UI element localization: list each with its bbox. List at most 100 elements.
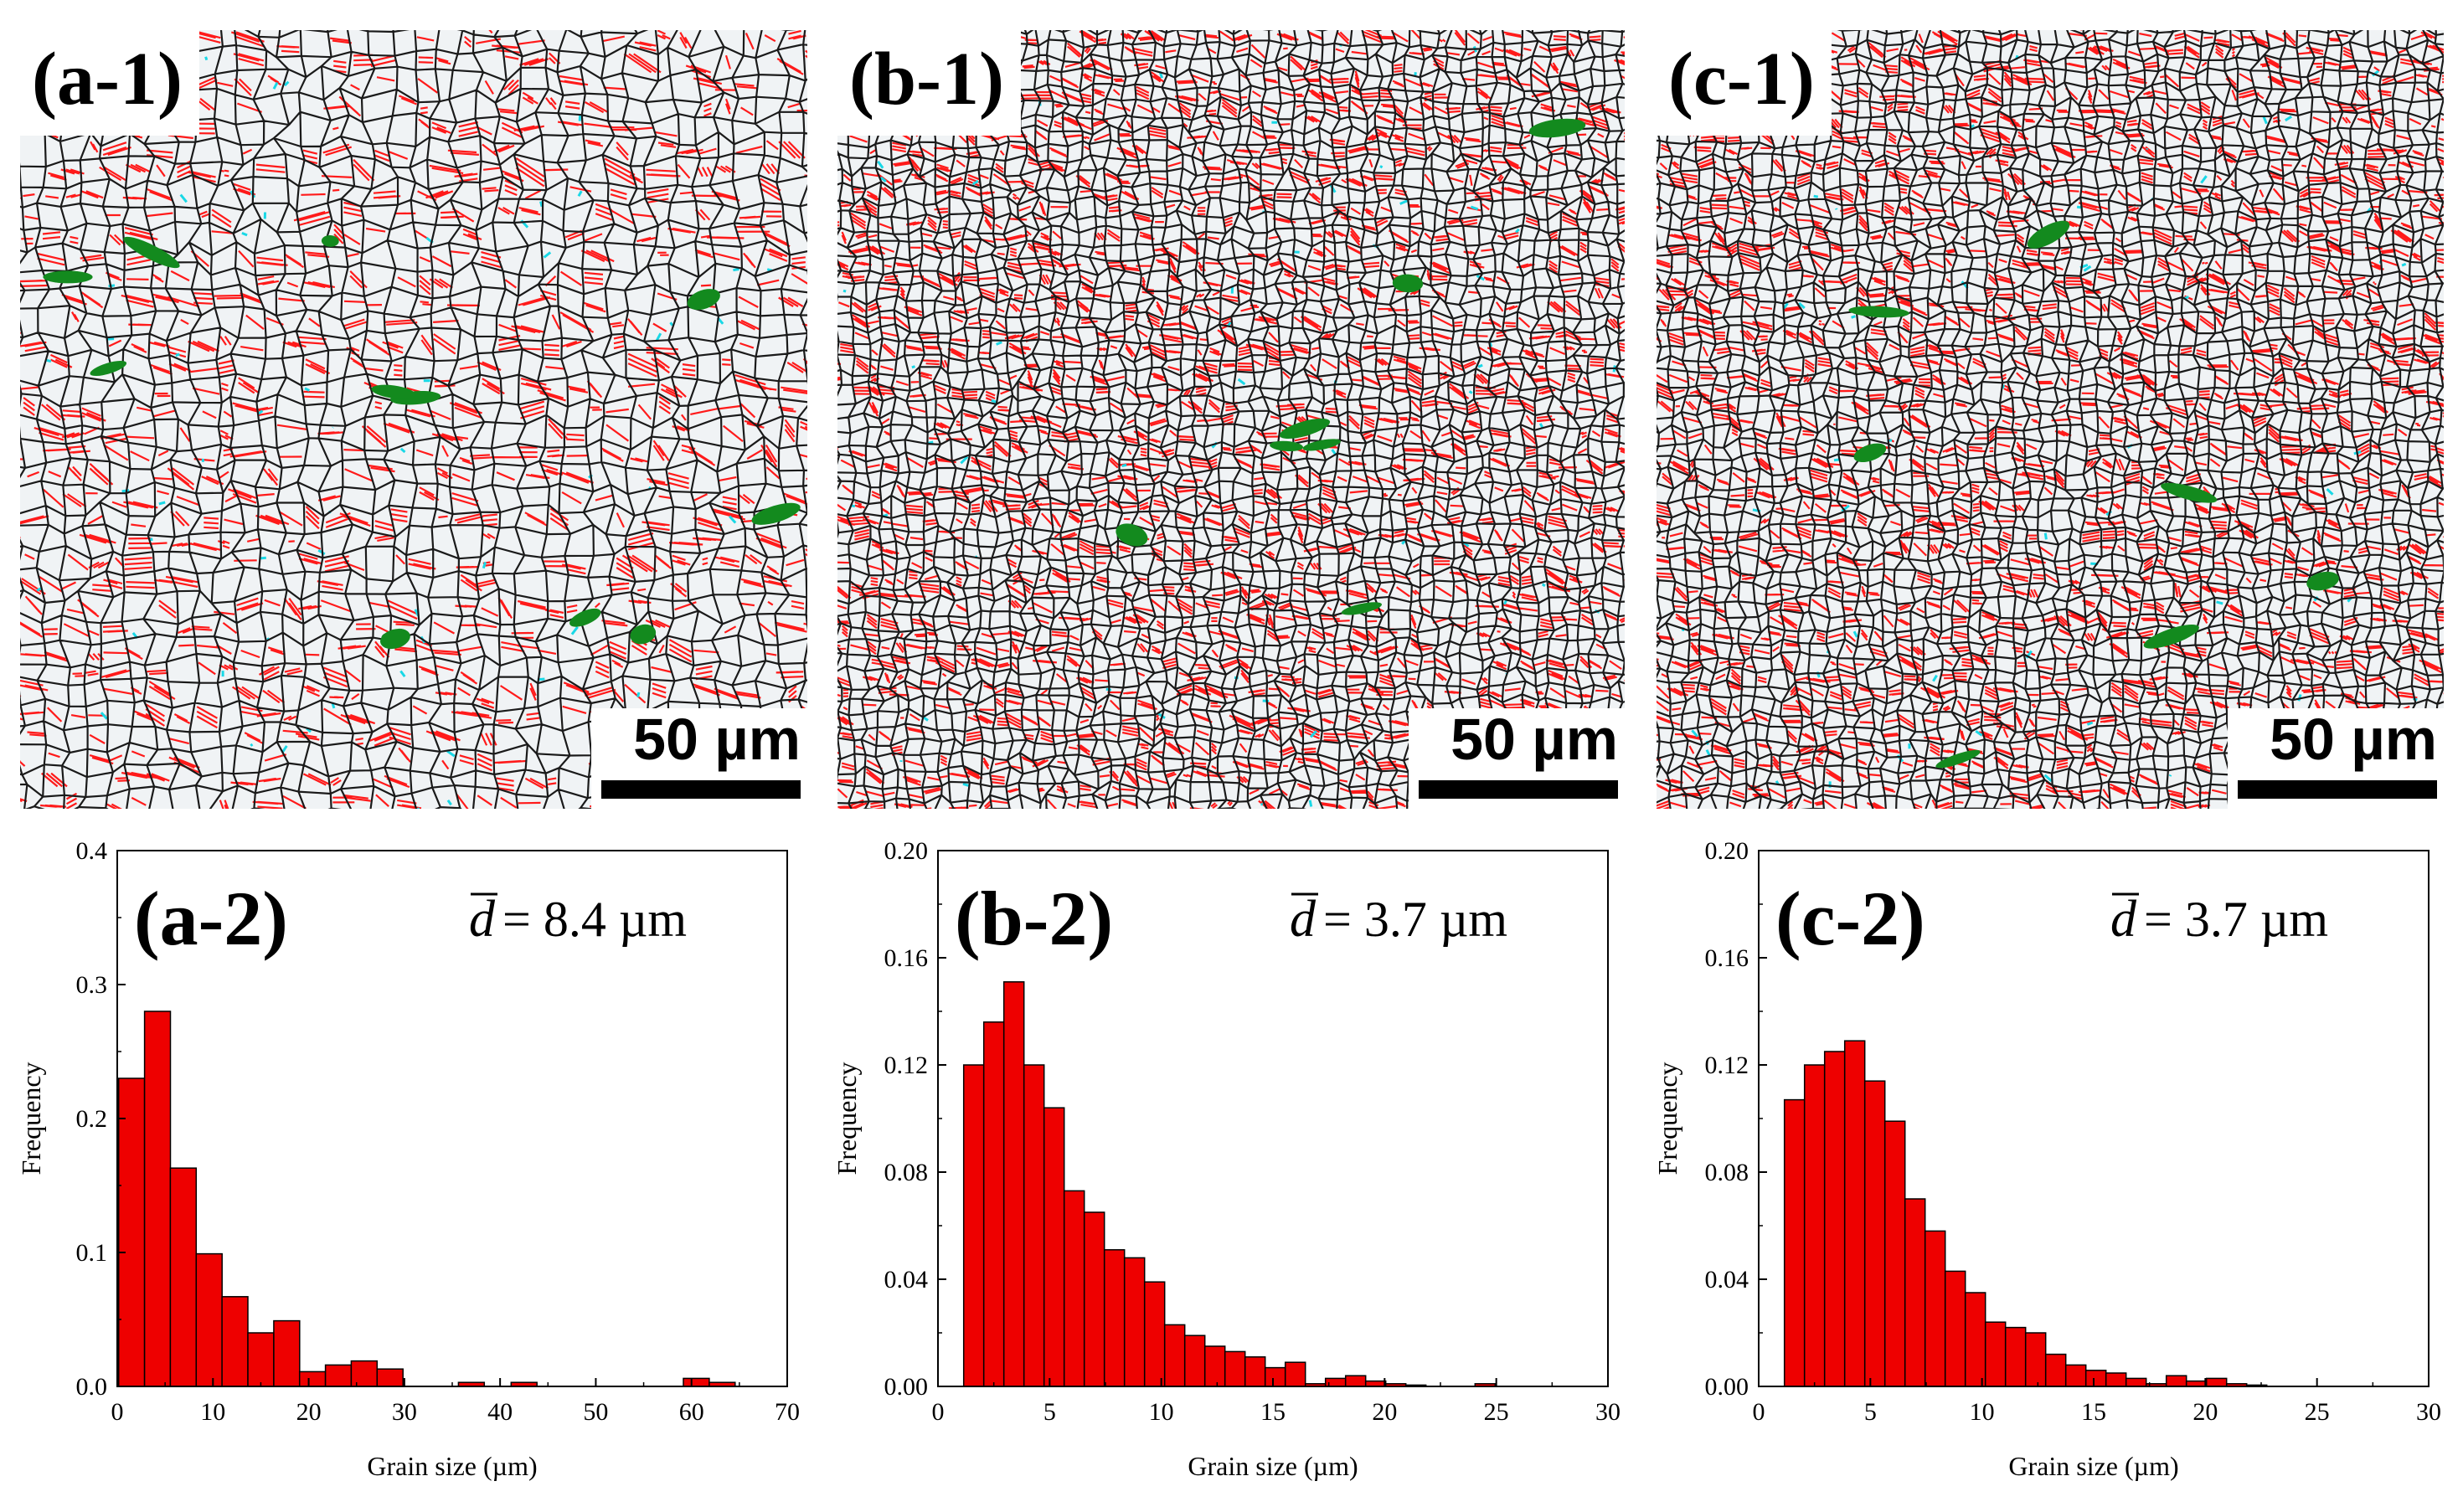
histogram-bar (195, 1252, 223, 1387)
histogram-bar (1904, 1198, 1926, 1387)
histogram-bar (1863, 1080, 1886, 1387)
x-tick-label: 5 (1864, 1398, 1877, 1426)
grain-boundary-lines (1657, 30, 2444, 809)
y-tick-label: 0.20 (884, 837, 929, 865)
histogram-bar (2205, 1377, 2228, 1387)
x-tick-label: 30 (1595, 1398, 1621, 1426)
x-tick-label: 40 (487, 1398, 513, 1426)
scale-bar (2238, 780, 2437, 799)
grain-boundary-map (20, 30, 807, 809)
x-tick-label: 5 (1043, 1398, 1056, 1426)
histogram-bar (1023, 1064, 1045, 1387)
histogram-bar (1183, 1335, 1206, 1387)
histogram-b: 0 5 10 15 20 25 30 0.00 0.04 0.08 0.12 0.16 0.20 Grai… (832, 837, 1621, 1481)
micrograph-b: (b-1) 50 µm (837, 30, 1625, 809)
histogram-bar (2165, 1375, 2187, 1387)
scale-bar-label: 50 µm (633, 707, 801, 772)
mean-symbol: d (2110, 891, 2137, 948)
twin-boundary-lines (837, 30, 1625, 809)
second-phase-particle (2027, 220, 2070, 249)
y-tick-label: 0.08 (884, 1159, 929, 1186)
histogram-bar (1344, 1375, 1367, 1387)
scale-bar (601, 780, 801, 799)
histogram-bar (1244, 1356, 1266, 1387)
histogram-bar (683, 1377, 710, 1387)
panel-label: (a-1) (20, 30, 199, 136)
histogram-bar (350, 1360, 379, 1387)
x-tick-label: 0 (1753, 1398, 1765, 1426)
x-tick-label: 20 (1372, 1398, 1397, 1426)
x-tick-label: 0 (111, 1398, 124, 1426)
y-tick-label: 0.3 (76, 971, 108, 999)
second-phase-particle (1116, 523, 1148, 547)
y-tick-label: 0.0 (76, 1373, 108, 1401)
histogram-a: 0 10 20 30 40 50 60 70 0.0 0.1 0.2 0.3 0.4 Grain size… (16, 837, 800, 1481)
second-phase-particle (2306, 571, 2339, 591)
histogram-bar (2004, 1326, 2027, 1387)
histogram-bar (376, 1368, 404, 1387)
panel-label: (a-2) (134, 876, 288, 961)
second-phase-particle (1279, 418, 1331, 439)
second-phase-particle (1528, 118, 1586, 138)
x-tick-label: 50 (583, 1398, 608, 1426)
second-phase-particle (569, 608, 601, 627)
histogram-bar (1964, 1292, 1986, 1387)
y-tick-label: 0.12 (884, 1052, 929, 1079)
y-tick-label: 0.12 (1705, 1052, 1749, 1079)
histogram-bar (2024, 1332, 2047, 1387)
histogram-bar (247, 1332, 275, 1387)
histogram-bar (982, 1021, 1005, 1387)
scale-bar (1419, 780, 1618, 799)
histogram-bar (1123, 1257, 1146, 1387)
second-phase-particle (1392, 274, 1424, 293)
histogram-bar (1803, 1064, 1826, 1387)
x-tick-label: 25 (2305, 1398, 2330, 1426)
histogram-bar (143, 1011, 172, 1387)
histogram-bar (1984, 1321, 2007, 1387)
x-tick-label: 10 (1149, 1398, 1174, 1426)
second-phase-particle (321, 234, 339, 247)
x-tick-label: 30 (392, 1398, 417, 1426)
histogram-bar (1823, 1051, 1846, 1387)
histogram-bar (2105, 1372, 2127, 1387)
mean-grain-size: = 8.4 µm (502, 892, 687, 947)
histogram-bar (1883, 1120, 1906, 1387)
y-tick-label: 0.1 (76, 1239, 108, 1267)
x-tick-label: 15 (2081, 1398, 2106, 1426)
panel-label: (b-2) (955, 876, 1113, 961)
histogram-bar (1203, 1345, 1226, 1387)
mean-symbol: d (469, 891, 496, 948)
second-phase-particle (43, 270, 93, 284)
x-axis-label: Grain size (µm) (2008, 1451, 2178, 1481)
histogram-bar (1083, 1211, 1105, 1387)
histogram-bar (1103, 1249, 1126, 1387)
scale-bar-label: 50 µm (2270, 707, 2437, 772)
grain-boundary-map (1657, 30, 2444, 809)
second-phase-particle (687, 289, 720, 311)
histogram-bar (117, 1077, 146, 1387)
panel-label: (c-1) (1657, 30, 1832, 136)
mean-grain-size: = 3.7 µm (2144, 892, 2328, 947)
histogram-bar (962, 1064, 985, 1387)
histogram-bar (273, 1319, 301, 1387)
x-tick-label: 70 (775, 1398, 800, 1426)
x-axis-label: Grain size (µm) (367, 1451, 537, 1481)
histogram-bar (1843, 1040, 1866, 1387)
histogram-bar (2064, 1364, 2087, 1387)
scale-bar-box: 50 µm (2228, 708, 2444, 809)
histogram-bar (1163, 1324, 1186, 1387)
second-phase-particle (630, 624, 657, 645)
grain-boundary-map (837, 30, 1625, 809)
scale-bar-label: 50 µm (1450, 707, 1618, 772)
histogram-bar (1924, 1230, 1946, 1387)
second-phase-particle (1853, 443, 1887, 463)
x-tick-label: 10 (200, 1398, 225, 1426)
second-phase-particle (123, 236, 180, 269)
y-tick-label: 0.04 (884, 1266, 929, 1293)
histogram-bar (1944, 1270, 1966, 1387)
histogram-bar (1043, 1107, 1065, 1387)
histogram-bar (1783, 1098, 1806, 1387)
x-tick-label: 30 (2416, 1398, 2441, 1426)
second-phase-particle (1302, 439, 1342, 451)
y-axis-label: Frequency (1652, 1062, 1682, 1175)
